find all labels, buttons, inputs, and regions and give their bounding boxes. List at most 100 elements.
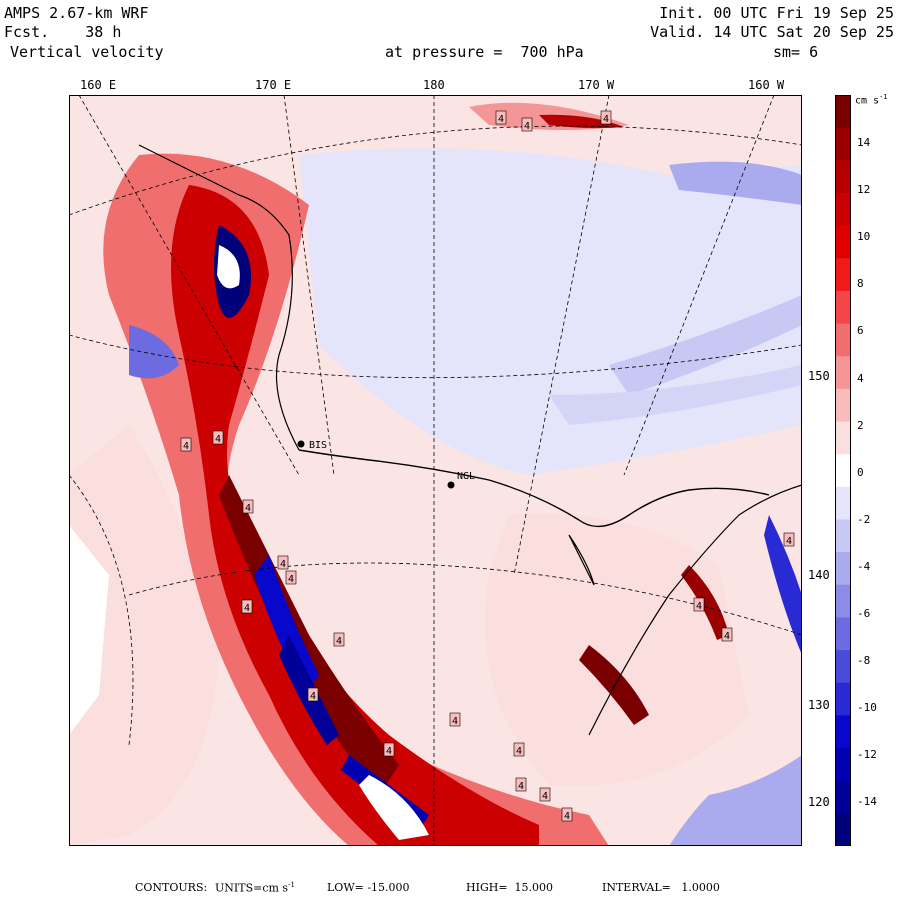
coastline-island bbox=[568, 534, 595, 586]
meridian-170w bbox=[513, 95, 610, 576]
lon-label-160w: 160 W bbox=[748, 78, 785, 92]
east-wave-3 bbox=[764, 515, 802, 655]
colorbar-swatch bbox=[835, 258, 851, 292]
colorbar-swatch bbox=[835, 584, 851, 618]
footer-high: HIGH= 15.000 bbox=[466, 881, 554, 894]
contour-marker-label: 4 bbox=[336, 636, 342, 647]
colorbar-swatch bbox=[835, 225, 851, 259]
field-name: Vertical velocity bbox=[10, 43, 164, 61]
contour-marker-label: 4 bbox=[244, 603, 250, 614]
contour-marker-label: 4 bbox=[564, 811, 570, 822]
contour-marker-box bbox=[212, 430, 224, 445]
contour-marker-label: 4 bbox=[786, 536, 792, 547]
colorbar-swatch bbox=[835, 519, 851, 553]
colorbar-tick-label: -8 bbox=[857, 654, 871, 668]
contour-marker-box bbox=[600, 110, 612, 125]
contour-marker-box bbox=[513, 742, 525, 757]
footer-low: LOW= -15.000 bbox=[327, 881, 410, 894]
colorbar-swatch bbox=[835, 650, 851, 684]
contour-marker-label: 4 bbox=[498, 114, 504, 125]
contour-marker-label: 4 bbox=[245, 503, 251, 514]
contour-marker-label: 4 bbox=[542, 791, 548, 802]
footer-units: UNITS=cm s-1 bbox=[215, 881, 295, 895]
contour-marker-label: 4 bbox=[516, 746, 522, 757]
colorbar-swatch bbox=[835, 95, 851, 129]
lon-label-180: 180 bbox=[423, 78, 445, 92]
contour-marker-label: 4 bbox=[724, 631, 730, 642]
contour-marker-box bbox=[539, 787, 551, 802]
colorbar-swatch bbox=[835, 715, 851, 749]
colorbar-swatch bbox=[835, 617, 851, 651]
map-frame bbox=[69, 95, 802, 846]
colorbar-tick-label: 10 bbox=[857, 230, 871, 244]
contour-marker-box bbox=[783, 532, 795, 547]
colorbar-tick-label: -2 bbox=[857, 512, 871, 526]
contour-marker-box bbox=[721, 627, 733, 642]
colorbar-swatch bbox=[835, 323, 851, 357]
blue-band-1 bbox=[609, 295, 802, 395]
wave-field-core bbox=[219, 475, 399, 795]
station-bis-dot bbox=[297, 440, 305, 448]
station-ngl-label: NGL bbox=[457, 471, 475, 482]
contour-marker-box bbox=[285, 570, 297, 585]
colorbar bbox=[835, 95, 851, 846]
colorbar-tick-label: 14 bbox=[857, 136, 871, 149]
station-ngl-dot bbox=[447, 481, 455, 489]
lon-label-160e: 160 E bbox=[80, 78, 117, 92]
contour-marker-box bbox=[449, 712, 461, 727]
contour-marker-label: 4 bbox=[280, 559, 286, 570]
valid-time: Valid. 14 UTC Sat 20 Sep 25 bbox=[650, 23, 894, 41]
contour-marker-box bbox=[561, 807, 573, 822]
contour-marker-label: 4 bbox=[183, 441, 189, 452]
east-wave-1 bbox=[579, 645, 649, 725]
station-bis-label: BIS bbox=[309, 440, 327, 451]
contour-marker-box bbox=[383, 742, 395, 757]
parallel-4 bbox=[69, 474, 134, 746]
contour-marker-label: 4 bbox=[215, 434, 221, 445]
wave-field-inner bbox=[171, 185, 539, 846]
colorbar-tick-label: 2 bbox=[857, 418, 864, 432]
contour-marker-box bbox=[180, 437, 192, 452]
contour-marker-box bbox=[495, 110, 507, 125]
contour-marker-box bbox=[307, 687, 319, 702]
colorbar-swatch bbox=[835, 192, 851, 227]
lon-label-170w: 170 W bbox=[578, 78, 615, 92]
colorbar-tick-label: 8 bbox=[857, 277, 864, 291]
contour-marker-label: 4 bbox=[518, 781, 524, 792]
parallel-2 bbox=[69, 125, 802, 216]
contour-marker-box bbox=[521, 117, 533, 132]
colorbar-tick-label: -10 bbox=[857, 701, 877, 715]
meridian-160w bbox=[623, 95, 775, 476]
blue-band-2 bbox=[549, 365, 802, 425]
pressure-level: at pressure = 700 hPa bbox=[385, 43, 584, 61]
colorbar-swatch bbox=[835, 486, 851, 520]
blue-band-3 bbox=[669, 161, 802, 205]
colorbar-swatch bbox=[835, 421, 851, 455]
colorbar-tick-label: -14 bbox=[857, 795, 877, 809]
white-gap-2 bbox=[359, 775, 429, 840]
colorbar-swatch bbox=[835, 388, 851, 423]
colorbar-tick-label: 4 bbox=[857, 371, 864, 385]
parallel-3 bbox=[128, 562, 802, 636]
smoothing-value: sm= 6 bbox=[773, 43, 819, 61]
colorbar-swatch bbox=[835, 780, 851, 814]
colorbar-swatch bbox=[835, 290, 851, 325]
east-blue-south bbox=[669, 755, 802, 846]
colorbar-swatch bbox=[835, 682, 851, 716]
coastline-marie-byrd bbox=[588, 484, 802, 736]
colorbar-swatch bbox=[835, 813, 851, 846]
colorbar-units: cm s-1 bbox=[855, 93, 888, 107]
colorbar-swatch bbox=[835, 356, 851, 390]
colorbar-tick-label: 6 bbox=[857, 324, 864, 338]
contour-marker-label: 4 bbox=[288, 574, 294, 585]
coastline-ross-ice-shelf bbox=[298, 449, 770, 528]
contour-marker-box bbox=[693, 597, 705, 612]
blue-patch-west bbox=[129, 325, 179, 379]
contour-marker-label: 4 bbox=[524, 121, 530, 132]
footer-interval: INTERVAL= 1.0000 bbox=[602, 881, 720, 894]
colorbar-tick-label: -4 bbox=[857, 559, 871, 573]
meridian-160e bbox=[78, 95, 300, 476]
forecast-hour: Fcst. 38 h bbox=[4, 23, 122, 41]
